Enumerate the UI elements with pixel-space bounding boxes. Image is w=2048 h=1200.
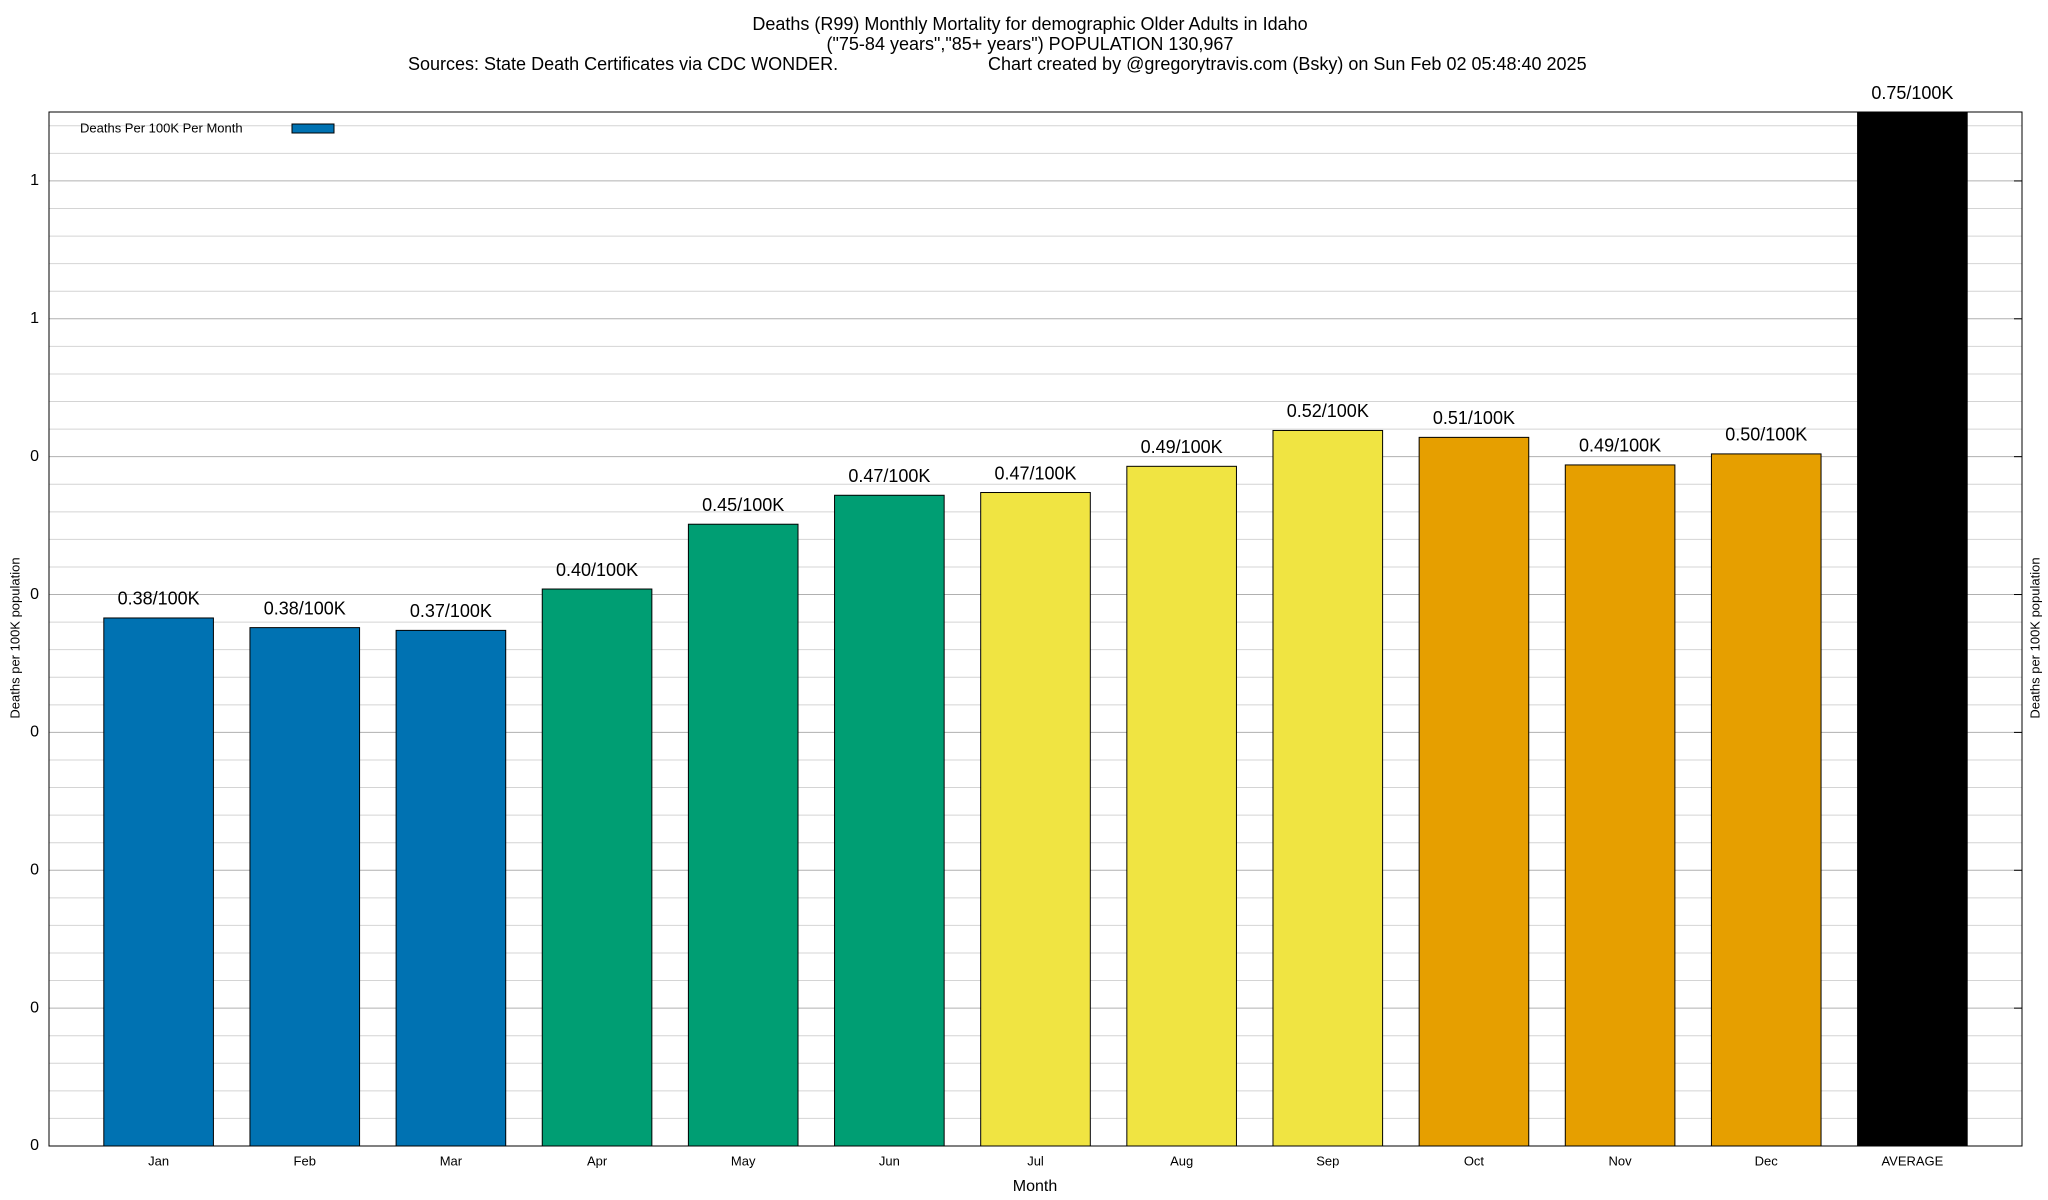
y-tick-label: 0	[30, 1137, 39, 1154]
bar	[103, 617, 214, 1147]
value-label: 0.52/100K	[1287, 401, 1369, 421]
legend-label: Deaths Per 100K Per Month	[80, 120, 243, 135]
bar	[1564, 464, 1676, 1147]
bar	[1272, 429, 1384, 1147]
value-label: 0.75/100K	[1871, 83, 1953, 103]
x-tick-label: Jul	[1027, 1153, 1044, 1168]
value-label: 0.38/100K	[264, 598, 346, 618]
x-tick-label: AVERAGE	[1881, 1153, 1943, 1168]
value-label: 0.51/100K	[1433, 408, 1515, 428]
value-label: 0.49/100K	[1141, 437, 1223, 457]
value-label: 0.40/100K	[556, 560, 638, 580]
bar	[541, 588, 653, 1147]
x-tick-label: Feb	[294, 1153, 316, 1168]
x-tick-label: May	[731, 1153, 756, 1168]
x-tick-label: Nov	[1609, 1153, 1633, 1168]
plot-frame	[48, 111, 2023, 1147]
value-label: 0.47/100K	[994, 463, 1076, 483]
legend-swatch	[291, 123, 335, 134]
bar	[1710, 453, 1822, 1147]
x-tick-label: Apr	[587, 1153, 608, 1168]
bar	[687, 523, 799, 1147]
bar	[1857, 111, 1968, 1147]
value-label: 0.50/100K	[1725, 425, 1807, 445]
bar	[980, 492, 1091, 1147]
bar	[1418, 436, 1530, 1147]
x-tick-label: Jan	[148, 1153, 169, 1168]
x-tick-label: Dec	[1755, 1153, 1779, 1168]
bar	[834, 494, 945, 1147]
bar	[395, 629, 507, 1147]
x-tick-label: Aug	[1170, 1153, 1193, 1168]
x-tick-label: Sep	[1316, 1153, 1339, 1168]
value-label: 0.37/100K	[410, 601, 492, 621]
y-tick-label: 0	[30, 861, 39, 878]
y-tick-label: 0	[30, 586, 39, 603]
bar	[1126, 465, 1237, 1147]
credit: Chart created by @gregorytravis.com (Bsk…	[988, 54, 1587, 74]
value-label: 0.38/100K	[118, 589, 200, 609]
sources: Sources: State Death Certificates via CD…	[408, 54, 838, 74]
x-tick-label: Mar	[440, 1153, 463, 1168]
x-tick-label: Oct	[1464, 1153, 1485, 1168]
bar	[249, 627, 361, 1147]
value-label: 0.47/100K	[848, 466, 930, 486]
y2-axis-label: Deaths per 100K population	[2027, 557, 2042, 718]
chart-title: Deaths (R99) Monthly Mortality for demog…	[752, 14, 1307, 34]
y-tick-label: 0	[30, 999, 39, 1016]
y-tick-label: 1	[30, 172, 39, 189]
x-axis-label: Month	[1013, 1178, 1057, 1195]
value-label: 0.49/100K	[1579, 436, 1661, 456]
y-tick-label: 1	[30, 310, 39, 327]
x-tick-label: Jun	[879, 1153, 900, 1168]
chart-subtitle: ("75-84 years","85+ years") POPULATION 1…	[827, 34, 1234, 54]
y-tick-label: 0	[30, 448, 39, 465]
y-axis-label: Deaths per 100K population	[7, 557, 22, 718]
y-tick-label: 0	[30, 724, 39, 741]
value-label: 0.45/100K	[702, 495, 784, 515]
